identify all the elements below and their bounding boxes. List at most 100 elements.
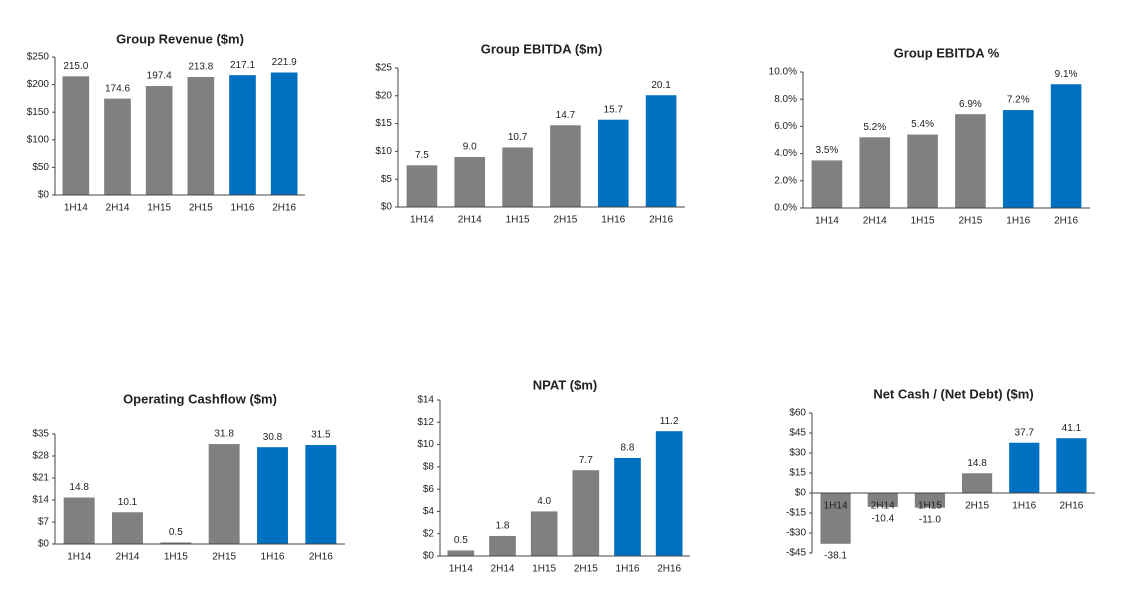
x-tick-label: 2H14	[458, 215, 482, 226]
x-tick-label: 1H14	[815, 216, 839, 227]
bar	[112, 512, 143, 544]
data-label: 37.7	[1015, 427, 1035, 438]
x-tick-label: 2H15	[189, 203, 213, 214]
y-tick-label: $250	[27, 52, 50, 63]
y-tick-label: $60	[789, 408, 806, 419]
data-label: 15.7	[604, 104, 624, 115]
chart-title: NPAT ($m)	[533, 377, 598, 392]
y-tick-label: $0	[795, 488, 807, 499]
data-label: -11.0	[919, 514, 941, 525]
bar	[820, 493, 851, 544]
y-tick-label: $2	[423, 528, 435, 539]
data-label: 174.6	[105, 83, 130, 94]
x-tick-label: 2H14	[106, 203, 130, 214]
x-tick-label: 1H16	[601, 215, 625, 226]
y-tick-label: $15	[789, 468, 806, 479]
y-tick-label: $150	[27, 107, 50, 118]
data-label: 30.8	[263, 432, 283, 443]
data-label: 31.5	[311, 430, 331, 441]
bar	[489, 535, 516, 556]
y-tick-label: $10	[417, 439, 434, 450]
data-label: 7.5	[415, 150, 429, 161]
data-label: 5.4%	[911, 119, 934, 130]
data-label: 10.7	[508, 132, 528, 143]
y-tick-label: $100	[27, 134, 50, 145]
x-tick-label: 2H15	[965, 501, 989, 512]
y-tick-label: 6.0%	[774, 121, 797, 132]
x-tick-label: 2H16	[649, 215, 673, 226]
data-label: 0.5	[169, 527, 183, 538]
data-label: 197.4	[147, 71, 172, 82]
chart-title: Operating Cashflow ($m)	[123, 391, 277, 406]
data-label: 9.0	[463, 142, 477, 153]
bar	[645, 95, 677, 207]
chart-title: Group EBITDA ($m)	[481, 41, 603, 56]
bar	[447, 550, 475, 556]
x-tick-label: 1H15	[532, 564, 556, 575]
bar	[550, 125, 581, 207]
y-tick-label: $28	[32, 451, 49, 462]
bar	[811, 160, 843, 208]
data-label: 41.1	[1062, 423, 1082, 434]
data-label: 7.7	[579, 455, 593, 466]
x-tick-label: 1H14	[64, 203, 88, 214]
x-tick-label: 2H16	[1054, 216, 1078, 227]
y-tick-label: $10	[375, 146, 392, 157]
x-tick-label: 2H16	[1059, 501, 1083, 512]
y-tick-label: 2.0%	[774, 175, 797, 186]
x-tick-label: 2H16	[309, 552, 333, 563]
x-tick-label: 1H14	[410, 215, 434, 226]
y-tick-label: $50	[32, 162, 49, 173]
x-tick-label: 1H15	[147, 203, 171, 214]
chart-title: Net Cash / (Net Debt) ($m)	[873, 386, 1033, 401]
bar	[1056, 438, 1087, 493]
bar	[63, 497, 95, 544]
bar	[502, 147, 533, 207]
chart-title: Group Revenue ($m)	[116, 31, 244, 46]
bar	[655, 431, 683, 556]
y-tick-label: $4	[423, 506, 435, 517]
x-tick-label: 1H14	[824, 501, 848, 512]
y-tick-label: $200	[27, 79, 50, 90]
bar	[104, 98, 131, 195]
y-tick-label: $7	[38, 517, 50, 528]
y-tick-label: $0	[423, 551, 435, 562]
y-tick-label: $5	[381, 174, 393, 185]
x-tick-label: 2H16	[657, 564, 681, 575]
y-tick-label: -$45	[786, 548, 806, 559]
y-tick-label: $12	[417, 417, 434, 428]
bar	[257, 447, 288, 544]
bar	[597, 119, 629, 207]
data-label: 14.8	[69, 482, 89, 493]
chart-title: Group EBITDA %	[894, 45, 1000, 60]
y-tick-label: -$30	[786, 528, 806, 539]
bar	[914, 493, 946, 508]
bar	[145, 86, 173, 195]
y-tick-label: $0	[381, 202, 393, 213]
bar	[572, 470, 600, 556]
x-tick-label: 2H15	[553, 215, 577, 226]
data-label: -38.1	[824, 550, 847, 561]
data-label: 3.5%	[816, 145, 839, 156]
data-label: 217.1	[230, 60, 255, 71]
bar	[530, 511, 558, 556]
x-tick-label: 1H16	[1012, 501, 1036, 512]
data-label: 31.8	[214, 429, 234, 440]
y-tick-label: 8.0%	[774, 94, 797, 105]
bar	[1050, 84, 1082, 208]
data-label: 221.9	[272, 57, 297, 68]
data-label: 0.5	[454, 535, 468, 546]
x-tick-label: 2H15	[958, 216, 982, 227]
y-tick-label: 10.0%	[769, 67, 797, 78]
bar	[454, 156, 486, 207]
data-label: -10.4	[871, 514, 894, 525]
data-label: 1.8	[496, 521, 510, 532]
x-tick-label: 1H15	[164, 552, 188, 563]
bar	[305, 445, 337, 544]
bar	[160, 542, 192, 544]
bar	[229, 75, 256, 195]
bar	[859, 137, 891, 208]
data-label: 11.2	[660, 416, 679, 427]
